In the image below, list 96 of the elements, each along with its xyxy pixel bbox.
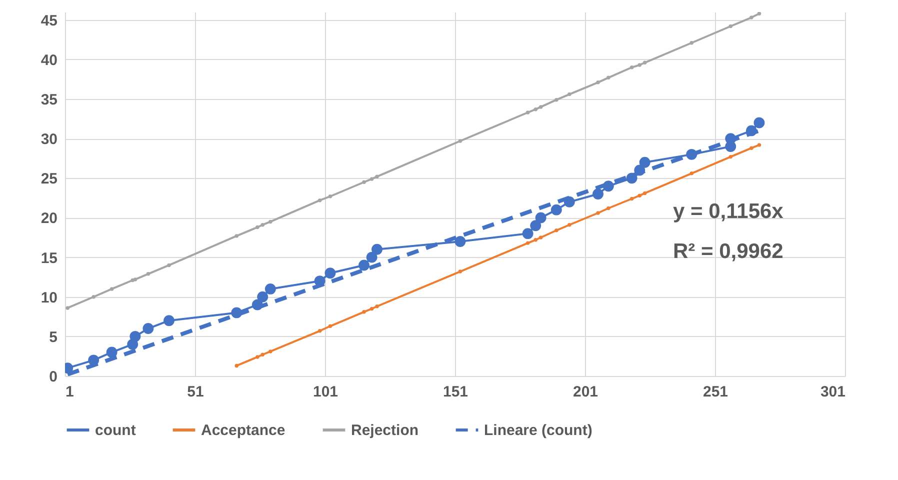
point bbox=[554, 98, 558, 102]
point bbox=[370, 306, 374, 311]
point bbox=[526, 110, 530, 114]
point bbox=[362, 180, 366, 184]
point bbox=[638, 194, 642, 198]
annotation: R² = 0,9962 bbox=[673, 240, 784, 263]
point bbox=[66, 306, 70, 310]
point bbox=[164, 315, 174, 326]
point bbox=[538, 236, 543, 240]
point bbox=[538, 105, 543, 109]
x-tick-label: 201 bbox=[572, 384, 598, 400]
point bbox=[626, 172, 638, 184]
point bbox=[757, 12, 762, 16]
y-tick-label: 20 bbox=[40, 210, 58, 228]
y-tick-label: 40 bbox=[40, 52, 58, 69]
point bbox=[534, 107, 538, 112]
point bbox=[690, 40, 694, 45]
point bbox=[372, 244, 382, 255]
x-tick-label: 301 bbox=[820, 384, 846, 400]
point bbox=[324, 268, 336, 279]
point bbox=[318, 329, 322, 333]
point bbox=[167, 263, 171, 268]
legend-label: count bbox=[95, 422, 136, 439]
point bbox=[526, 241, 530, 245]
point bbox=[328, 324, 332, 328]
point bbox=[596, 80, 600, 84]
point bbox=[375, 304, 379, 308]
point bbox=[522, 228, 534, 240]
point bbox=[106, 346, 118, 358]
point bbox=[366, 252, 378, 263]
point bbox=[638, 63, 642, 67]
point bbox=[260, 222, 264, 227]
point bbox=[146, 272, 150, 276]
point bbox=[534, 238, 538, 242]
point bbox=[375, 174, 379, 178]
y-tick-label: 35 bbox=[40, 92, 58, 109]
point bbox=[256, 225, 260, 230]
point bbox=[568, 222, 572, 227]
point bbox=[362, 310, 366, 314]
point bbox=[458, 270, 462, 274]
y-tick-label: 10 bbox=[40, 289, 58, 306]
y-tick-label: 5 bbox=[49, 328, 58, 346]
x-tick-label: 51 bbox=[187, 384, 204, 400]
point bbox=[639, 156, 650, 168]
point bbox=[458, 139, 462, 143]
point bbox=[370, 177, 374, 181]
x-tick-label: 1 bbox=[66, 384, 74, 400]
point bbox=[328, 194, 332, 198]
point bbox=[754, 117, 765, 128]
point bbox=[606, 206, 610, 210]
point bbox=[606, 76, 610, 80]
x-tick-label: 101 bbox=[312, 384, 338, 400]
point bbox=[268, 350, 272, 354]
point bbox=[257, 291, 268, 302]
y-tick-label: 30 bbox=[40, 131, 58, 148]
x-tick-label: 151 bbox=[442, 384, 468, 400]
point bbox=[92, 295, 96, 299]
point bbox=[260, 352, 264, 356]
x-tick-label: 251 bbox=[702, 384, 728, 400]
point bbox=[234, 364, 238, 368]
point bbox=[133, 278, 138, 282]
point bbox=[535, 212, 546, 224]
point bbox=[264, 283, 276, 294]
point bbox=[596, 211, 600, 215]
point bbox=[750, 16, 754, 20]
point bbox=[318, 198, 322, 202]
point bbox=[110, 287, 114, 291]
point bbox=[130, 330, 141, 342]
point bbox=[234, 234, 238, 238]
point bbox=[750, 146, 754, 150]
point bbox=[642, 60, 647, 65]
point bbox=[690, 172, 694, 176]
point bbox=[568, 92, 572, 96]
point bbox=[142, 323, 154, 334]
point bbox=[630, 66, 634, 70]
y-tick-label: 45 bbox=[40, 12, 58, 30]
point bbox=[642, 191, 647, 196]
legend-label: Rejection bbox=[351, 422, 419, 439]
point bbox=[358, 260, 370, 271]
y-tick-label: 15 bbox=[40, 250, 58, 267]
point bbox=[592, 188, 604, 200]
legend-label: Lineare (count) bbox=[484, 422, 592, 439]
point bbox=[757, 143, 762, 147]
point bbox=[554, 228, 558, 232]
annotation: y = 0,1156x bbox=[673, 200, 784, 223]
point bbox=[454, 236, 466, 247]
point bbox=[728, 154, 732, 159]
y-tick-label: 0 bbox=[49, 368, 58, 386]
point bbox=[728, 24, 732, 28]
point bbox=[630, 196, 634, 201]
y-tick-label: 25 bbox=[40, 170, 58, 188]
point bbox=[550, 204, 562, 216]
point bbox=[256, 355, 260, 359]
point bbox=[530, 220, 542, 232]
legend-label: Acceptance bbox=[201, 422, 286, 439]
point bbox=[268, 220, 272, 224]
